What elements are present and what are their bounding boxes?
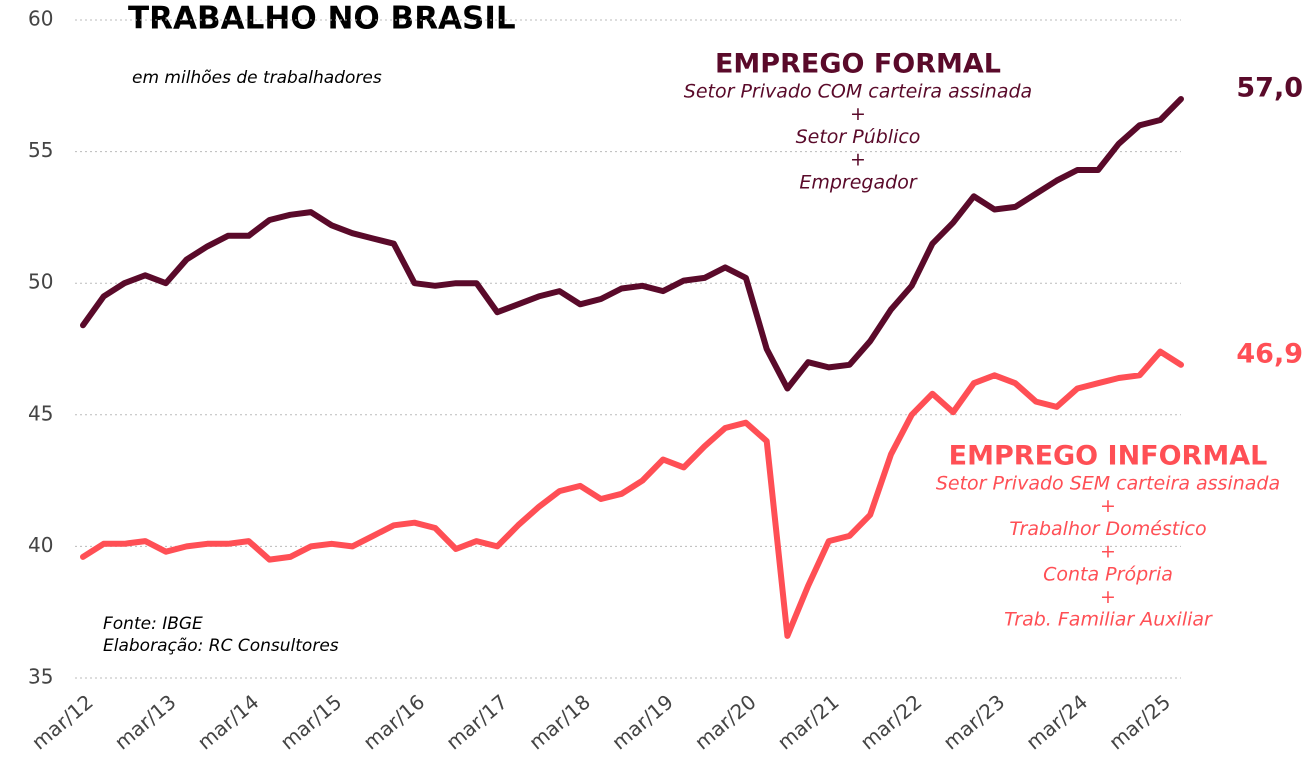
y-tick-label: 55 [28, 138, 53, 162]
x-tick-label: mar/18 [524, 690, 595, 755]
y-tick-label: 35 [28, 665, 53, 689]
annotation: Trab. Familiar Auxiliar [1004, 609, 1213, 631]
x-tick-label: mar/19 [607, 690, 678, 755]
annotation: Setor Público [796, 126, 921, 148]
annotation: + [1100, 541, 1116, 563]
x-tick-label: mar/20 [690, 690, 761, 755]
x-tick-label: mar/21 [773, 690, 844, 755]
annotation: + [850, 149, 866, 171]
annotation: Conta Própria [1043, 563, 1173, 585]
y-tick-label: 50 [28, 270, 53, 294]
x-tick-label: mar/12 [27, 690, 98, 755]
x-tick-label: mar/25 [1104, 690, 1175, 755]
source: Elaboração: RC Consultores [103, 636, 339, 656]
annotation: Empregador [799, 171, 917, 193]
y-tick-label: 60 [28, 7, 53, 31]
annotation: + [1100, 586, 1116, 608]
annotation: Setor Privado SEM carteira assinada [936, 473, 1280, 495]
x-tick-label: mar/16 [359, 690, 430, 755]
annotation: Trabalhor Doméstico [1009, 518, 1206, 540]
y-tick-label: 45 [28, 401, 53, 425]
series-line [80, 96, 1184, 392]
x-tick-label: mar/23 [939, 690, 1010, 755]
y-tick-label: 40 [28, 533, 53, 557]
x-tick-label: mar/15 [276, 690, 347, 755]
end-label: 46,9 [1236, 338, 1303, 369]
series-line [80, 348, 1184, 639]
chart-subtitle: em milhões de trabalhadores [132, 68, 382, 88]
x-tick-label: mar/24 [1021, 690, 1092, 755]
source: Fonte: IBGE [103, 614, 203, 634]
end-label: 57,0 [1236, 72, 1303, 103]
x-tick-label: mar/17 [441, 690, 512, 755]
x-tick-label: mar/13 [110, 690, 181, 755]
legend-title: EMPREGO INFORMAL [949, 441, 1268, 472]
legend-title: EMPREGO FORMAL [715, 49, 1001, 80]
annotation: + [1100, 495, 1116, 517]
x-tick-label: mar/14 [193, 690, 264, 755]
annotation: Setor Privado COM carteira assinada [684, 81, 1032, 103]
x-tick-label: mar/22 [856, 690, 927, 755]
chart-title: TRABALHO NO BRASIL [128, 1, 516, 37]
annotation: + [850, 103, 866, 125]
